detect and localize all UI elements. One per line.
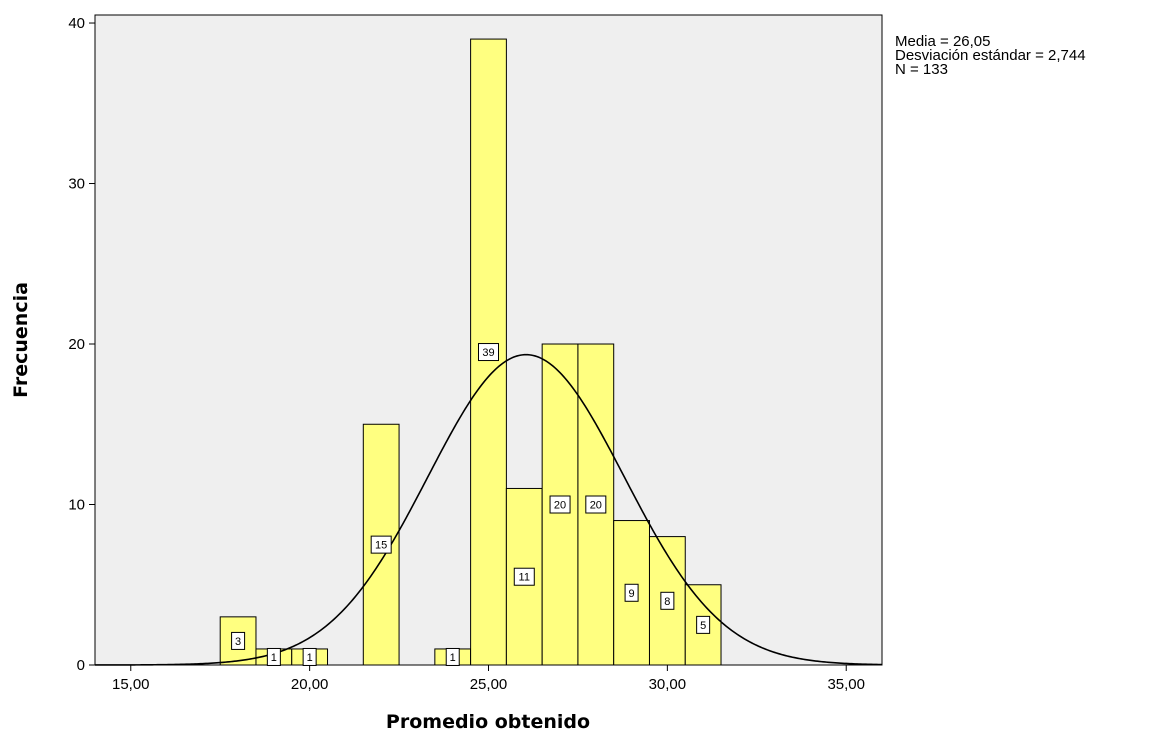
x-tick-label-1: 20,00 (291, 676, 329, 693)
stat-std-dev: Desviación estándar = 2,744 (895, 47, 1086, 64)
data-label-6: 11 (519, 572, 530, 584)
data-label-2: 1 (307, 652, 313, 664)
data-label-box-0 (231, 631, 246, 650)
data-label-5: 39 (482, 347, 494, 359)
x-tick-label-2: 25,00 (470, 676, 508, 693)
y-tick-label-2: 20 (68, 336, 85, 353)
x-tick-label-0: 15,00 (112, 676, 150, 693)
data-label-3: 15 (375, 540, 387, 552)
data-label-1: 1 (271, 652, 277, 664)
x-axis: 15,00 20,00 25,00 30,00 35,00 (112, 665, 865, 693)
y-tick-label-1: 10 (68, 497, 85, 514)
data-label-9: 9 (629, 588, 635, 600)
x-tick-label-3: 30,00 (649, 676, 687, 693)
stat-n: N = 133 (895, 61, 948, 78)
statistics-summary: Media = 26,05 Desviación estándar = 2,74… (895, 33, 1086, 78)
data-label-4: 1 (450, 652, 456, 664)
x-axis-title: Promedio obtenido (386, 711, 590, 733)
y-axis-title: Frecuencia (10, 282, 32, 398)
histogram-bar-6 (505, 487, 543, 666)
data-label-box-8 (585, 495, 607, 514)
x-tick-label-4: 35,00 (827, 676, 865, 693)
data-label-box-6 (513, 567, 535, 586)
data-label-8: 20 (590, 500, 602, 512)
normal-curve (95, 353, 883, 666)
y-tick-label-4: 40 (68, 15, 85, 32)
normal-curve-group (95, 353, 883, 666)
data-label-box-11 (696, 615, 711, 634)
data-label-box-4 (445, 647, 460, 666)
data-label-7: 20 (554, 500, 566, 512)
data-label-box-9 (624, 583, 639, 602)
data-label-box-7 (549, 495, 571, 514)
stat-mean: Media = 26,05 (895, 33, 991, 50)
data-label-11: 5 (700, 620, 706, 632)
data-label-box-3 (370, 535, 392, 554)
data-label-10: 8 (664, 596, 670, 608)
data-label-box-5 (478, 343, 499, 362)
data-label-0: 3 (235, 636, 241, 648)
bars-group (219, 38, 722, 666)
y-tick-label-0: 0 (77, 657, 85, 674)
data-label-box-10 (660, 591, 675, 610)
y-axis: 0 10 20 30 40 (68, 15, 95, 674)
y-tick-label-3: 30 (68, 176, 85, 193)
data-label-box-1 (266, 647, 281, 666)
